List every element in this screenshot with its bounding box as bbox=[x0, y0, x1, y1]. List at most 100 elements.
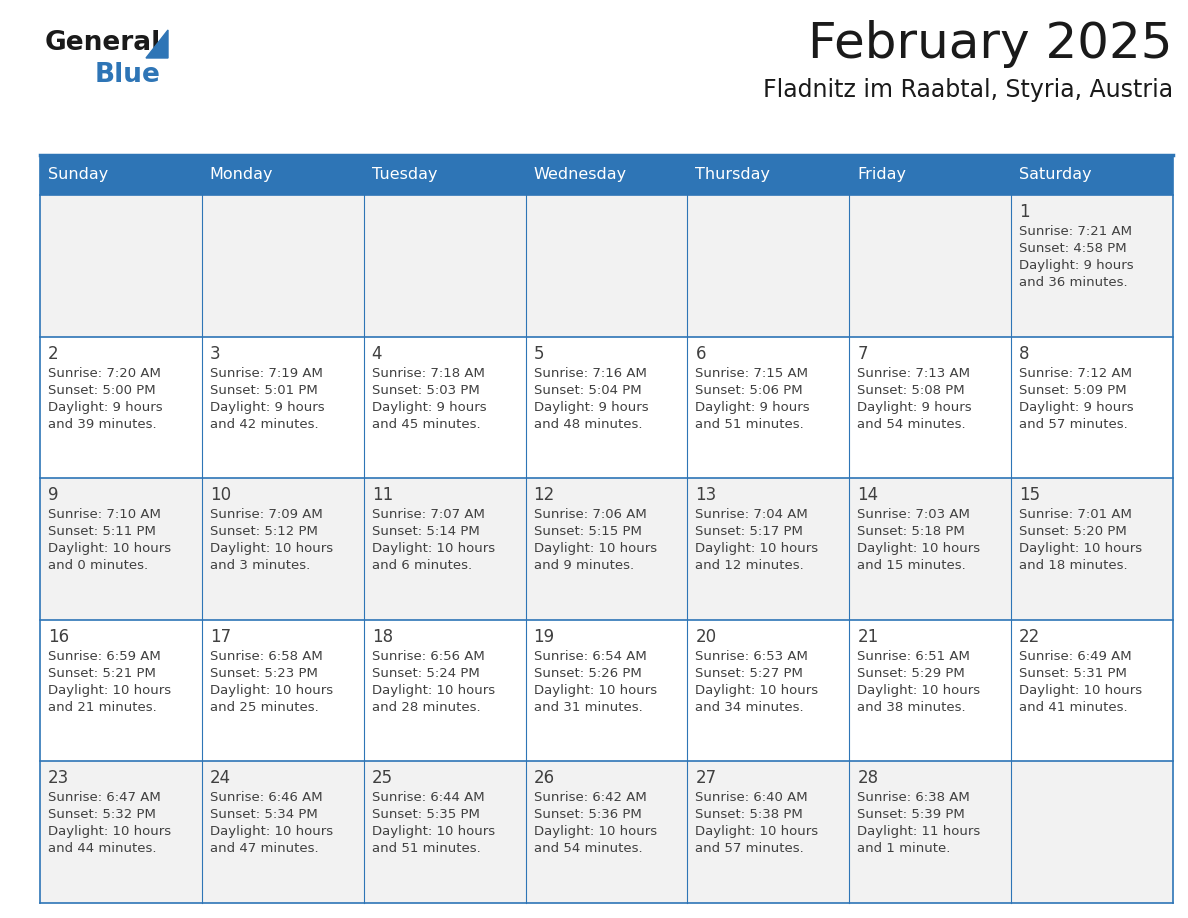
Text: Sunset: 5:18 PM: Sunset: 5:18 PM bbox=[858, 525, 965, 538]
Text: Sunrise: 6:46 AM: Sunrise: 6:46 AM bbox=[210, 791, 322, 804]
Bar bbox=[525, 620, 688, 761]
Text: Friday: Friday bbox=[858, 167, 906, 183]
Text: 8: 8 bbox=[1019, 344, 1030, 363]
Bar bbox=[688, 620, 849, 761]
Text: Monday: Monday bbox=[210, 167, 273, 183]
Text: Sunset: 4:58 PM: Sunset: 4:58 PM bbox=[1019, 242, 1126, 255]
Text: 7: 7 bbox=[858, 344, 867, 363]
Text: Sunday: Sunday bbox=[48, 167, 108, 183]
Text: Daylight: 9 hours: Daylight: 9 hours bbox=[858, 400, 972, 414]
Bar bbox=[849, 761, 1011, 903]
Text: Wednesday: Wednesday bbox=[533, 167, 627, 183]
Text: Sunrise: 7:06 AM: Sunrise: 7:06 AM bbox=[533, 509, 646, 521]
Bar bbox=[525, 155, 688, 195]
Bar bbox=[849, 337, 1011, 478]
Bar bbox=[202, 195, 364, 337]
Text: and 51 minutes.: and 51 minutes. bbox=[695, 418, 804, 431]
Text: 16: 16 bbox=[48, 628, 69, 645]
Bar bbox=[40, 337, 202, 478]
Text: 10: 10 bbox=[210, 487, 230, 504]
Text: Sunset: 5:15 PM: Sunset: 5:15 PM bbox=[533, 525, 642, 538]
Text: 22: 22 bbox=[1019, 628, 1041, 645]
Text: Sunrise: 7:01 AM: Sunrise: 7:01 AM bbox=[1019, 509, 1132, 521]
Text: and 0 minutes.: and 0 minutes. bbox=[48, 559, 148, 572]
Text: Daylight: 10 hours: Daylight: 10 hours bbox=[1019, 684, 1143, 697]
Bar bbox=[525, 195, 688, 337]
Bar bbox=[1011, 195, 1173, 337]
Bar bbox=[525, 337, 688, 478]
Text: Daylight: 10 hours: Daylight: 10 hours bbox=[48, 825, 171, 838]
Text: Daylight: 10 hours: Daylight: 10 hours bbox=[372, 543, 495, 555]
Text: and 28 minutes.: and 28 minutes. bbox=[372, 700, 480, 714]
Text: and 6 minutes.: and 6 minutes. bbox=[372, 559, 472, 572]
Text: Sunrise: 6:42 AM: Sunrise: 6:42 AM bbox=[533, 791, 646, 804]
Text: Sunrise: 7:15 AM: Sunrise: 7:15 AM bbox=[695, 366, 808, 380]
Text: 23: 23 bbox=[48, 769, 69, 788]
Text: 21: 21 bbox=[858, 628, 879, 645]
Bar bbox=[688, 195, 849, 337]
Text: and 39 minutes.: and 39 minutes. bbox=[48, 418, 157, 431]
Text: Blue: Blue bbox=[95, 62, 160, 88]
Text: Sunrise: 7:09 AM: Sunrise: 7:09 AM bbox=[210, 509, 323, 521]
Text: and 41 minutes.: and 41 minutes. bbox=[1019, 700, 1127, 714]
Text: and 36 minutes.: and 36 minutes. bbox=[1019, 276, 1127, 289]
Text: Sunrise: 7:04 AM: Sunrise: 7:04 AM bbox=[695, 509, 808, 521]
Bar bbox=[364, 761, 525, 903]
Bar bbox=[40, 478, 202, 620]
Text: and 54 minutes.: and 54 minutes. bbox=[858, 418, 966, 431]
Text: Sunrise: 6:47 AM: Sunrise: 6:47 AM bbox=[48, 791, 160, 804]
Polygon shape bbox=[146, 30, 168, 58]
Text: Sunset: 5:36 PM: Sunset: 5:36 PM bbox=[533, 809, 642, 822]
Text: Sunset: 5:23 PM: Sunset: 5:23 PM bbox=[210, 666, 317, 680]
Text: Sunrise: 7:13 AM: Sunrise: 7:13 AM bbox=[858, 366, 971, 380]
Text: and 34 minutes.: and 34 minutes. bbox=[695, 700, 804, 714]
Text: 11: 11 bbox=[372, 487, 393, 504]
Text: and 45 minutes.: and 45 minutes. bbox=[372, 418, 480, 431]
Text: 25: 25 bbox=[372, 769, 393, 788]
Text: Daylight: 9 hours: Daylight: 9 hours bbox=[372, 400, 486, 414]
Text: Sunset: 5:17 PM: Sunset: 5:17 PM bbox=[695, 525, 803, 538]
Text: Tuesday: Tuesday bbox=[372, 167, 437, 183]
Text: Daylight: 10 hours: Daylight: 10 hours bbox=[533, 543, 657, 555]
Bar bbox=[202, 761, 364, 903]
Text: Daylight: 10 hours: Daylight: 10 hours bbox=[695, 825, 819, 838]
Text: Daylight: 10 hours: Daylight: 10 hours bbox=[695, 543, 819, 555]
Text: Sunset: 5:34 PM: Sunset: 5:34 PM bbox=[210, 809, 317, 822]
Text: Sunrise: 6:44 AM: Sunrise: 6:44 AM bbox=[372, 791, 485, 804]
Bar bbox=[364, 478, 525, 620]
Text: Daylight: 10 hours: Daylight: 10 hours bbox=[372, 825, 495, 838]
Text: Fladnitz im Raabtal, Styria, Austria: Fladnitz im Raabtal, Styria, Austria bbox=[763, 78, 1173, 102]
Bar bbox=[688, 478, 849, 620]
Text: Thursday: Thursday bbox=[695, 167, 771, 183]
Bar bbox=[688, 337, 849, 478]
Text: Daylight: 10 hours: Daylight: 10 hours bbox=[372, 684, 495, 697]
Text: 3: 3 bbox=[210, 344, 221, 363]
Text: Sunset: 5:20 PM: Sunset: 5:20 PM bbox=[1019, 525, 1127, 538]
Text: Sunrise: 6:59 AM: Sunrise: 6:59 AM bbox=[48, 650, 160, 663]
Text: 9: 9 bbox=[48, 487, 58, 504]
Text: Daylight: 10 hours: Daylight: 10 hours bbox=[858, 543, 980, 555]
Text: Sunrise: 6:40 AM: Sunrise: 6:40 AM bbox=[695, 791, 808, 804]
Text: Sunset: 5:31 PM: Sunset: 5:31 PM bbox=[1019, 666, 1127, 680]
Bar bbox=[1011, 155, 1173, 195]
Text: Sunrise: 7:12 AM: Sunrise: 7:12 AM bbox=[1019, 366, 1132, 380]
Text: Daylight: 10 hours: Daylight: 10 hours bbox=[1019, 543, 1143, 555]
Text: Sunset: 5:14 PM: Sunset: 5:14 PM bbox=[372, 525, 480, 538]
Text: Daylight: 10 hours: Daylight: 10 hours bbox=[210, 684, 333, 697]
Text: Sunset: 5:35 PM: Sunset: 5:35 PM bbox=[372, 809, 480, 822]
Text: and 25 minutes.: and 25 minutes. bbox=[210, 700, 318, 714]
Text: Daylight: 10 hours: Daylight: 10 hours bbox=[210, 825, 333, 838]
Bar bbox=[364, 337, 525, 478]
Bar bbox=[202, 478, 364, 620]
Text: 12: 12 bbox=[533, 487, 555, 504]
Bar bbox=[40, 761, 202, 903]
Text: Sunset: 5:09 PM: Sunset: 5:09 PM bbox=[1019, 384, 1126, 397]
Text: 5: 5 bbox=[533, 344, 544, 363]
Text: 6: 6 bbox=[695, 344, 706, 363]
Text: Saturday: Saturday bbox=[1019, 167, 1092, 183]
Text: Sunset: 5:06 PM: Sunset: 5:06 PM bbox=[695, 384, 803, 397]
Bar bbox=[849, 620, 1011, 761]
Text: and 48 minutes.: and 48 minutes. bbox=[533, 418, 642, 431]
Text: Sunset: 5:32 PM: Sunset: 5:32 PM bbox=[48, 809, 156, 822]
Text: Daylight: 11 hours: Daylight: 11 hours bbox=[858, 825, 980, 838]
